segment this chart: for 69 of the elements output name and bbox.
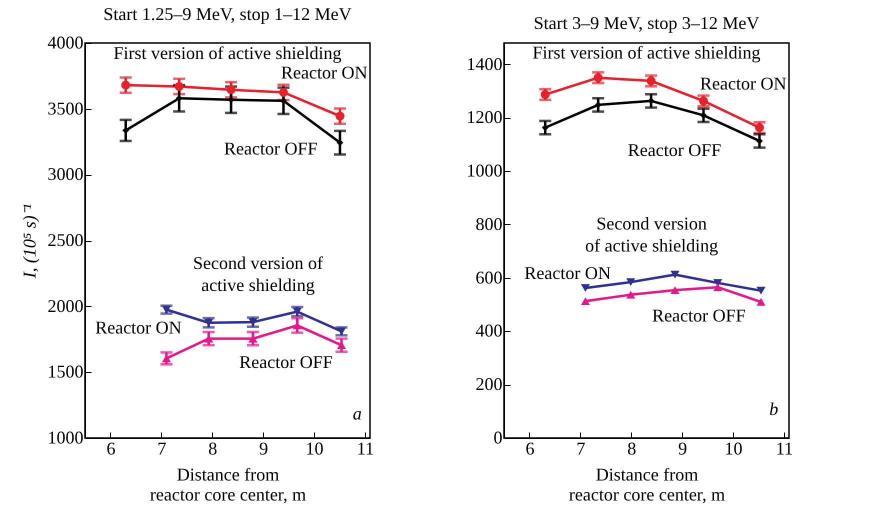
x-tick-label: 7 [576,438,586,458]
point [228,96,234,104]
point [670,286,680,294]
x-tick-label: 10 [306,438,324,458]
point [626,278,636,286]
y-tick-label: 2500 [48,230,84,250]
point [336,112,344,121]
x-tick-label: 11 [356,438,374,458]
point [540,90,550,99]
y-tick-label: 200 [476,374,502,394]
y-tick-label: 1200 [466,107,502,128]
point [580,297,590,305]
point [699,96,708,106]
y-tick-label: 800 [476,214,502,234]
y-tick-label: 600 [476,267,502,288]
y-tick-label: 1000 [466,160,502,181]
x-axis-title: Distance from reactor core center, m [568,464,726,504]
series-label: Reactor OFF [652,306,746,326]
annotation: First version of active shielding [114,43,342,64]
x-tick-label: 7 [157,438,166,458]
y-tick-label: 4000 [48,32,84,52]
series-label: Reactor OFF [224,138,318,159]
annotation: Second version of active shielding [193,253,324,296]
annotation: b [769,398,778,419]
chart-title: Start 1.25–9 MeV, stop 1–12 MeV [103,4,352,24]
y-tick-label: 1400 [466,54,502,74]
x-tick-label: 6 [106,438,116,458]
y-tick-label: 3000 [48,164,84,184]
point [670,270,680,279]
point [594,102,602,108]
x-tick-label: 10 [724,438,743,458]
annotation: First version of active shielding [532,42,760,63]
x-tick-label: 9 [259,438,268,458]
x-tick-label: 9 [678,438,688,458]
point [756,298,766,306]
series-label: Reactor ON [524,262,611,283]
point [279,88,288,97]
point [756,138,763,144]
series-label: Reactor ON [700,73,786,94]
x-tick-label: 6 [525,438,534,458]
point [626,290,636,299]
point [580,284,590,292]
series-label: Reactor OFF [239,352,333,372]
y-tick-label: 1500 [48,362,84,382]
point [174,82,184,91]
y-tick-label: 1000 [48,428,84,448]
series-label: Reactor ON [95,318,182,338]
y-axis-title: I, (10⁵ s)⁻¹ [20,204,40,280]
point [122,127,130,134]
series-label: Reactor ON [280,62,368,82]
x-axis-title: Distance from reactor core center, m [150,464,306,504]
x-tick-label: 11 [776,438,794,458]
x-tick-label: 8 [208,438,218,458]
x-tick-label: 8 [627,438,636,458]
y-tick-label: 400 [476,320,502,341]
point [648,98,654,104]
y-tick-label: 2000 [48,296,84,316]
y-tick-label: 0 [494,428,502,448]
point [713,283,722,292]
chart-title: Start 3–9 MeV, stop 3–12 MeV [534,13,760,33]
y-tick-label: 3500 [48,98,84,118]
annotation: a [352,403,362,424]
point [755,123,764,132]
series-label: Reactor OFF [628,140,722,160]
annotation: Second version of active shielding [585,213,718,256]
point [756,286,766,295]
point [226,85,236,94]
point [121,80,130,90]
point [542,124,549,131]
